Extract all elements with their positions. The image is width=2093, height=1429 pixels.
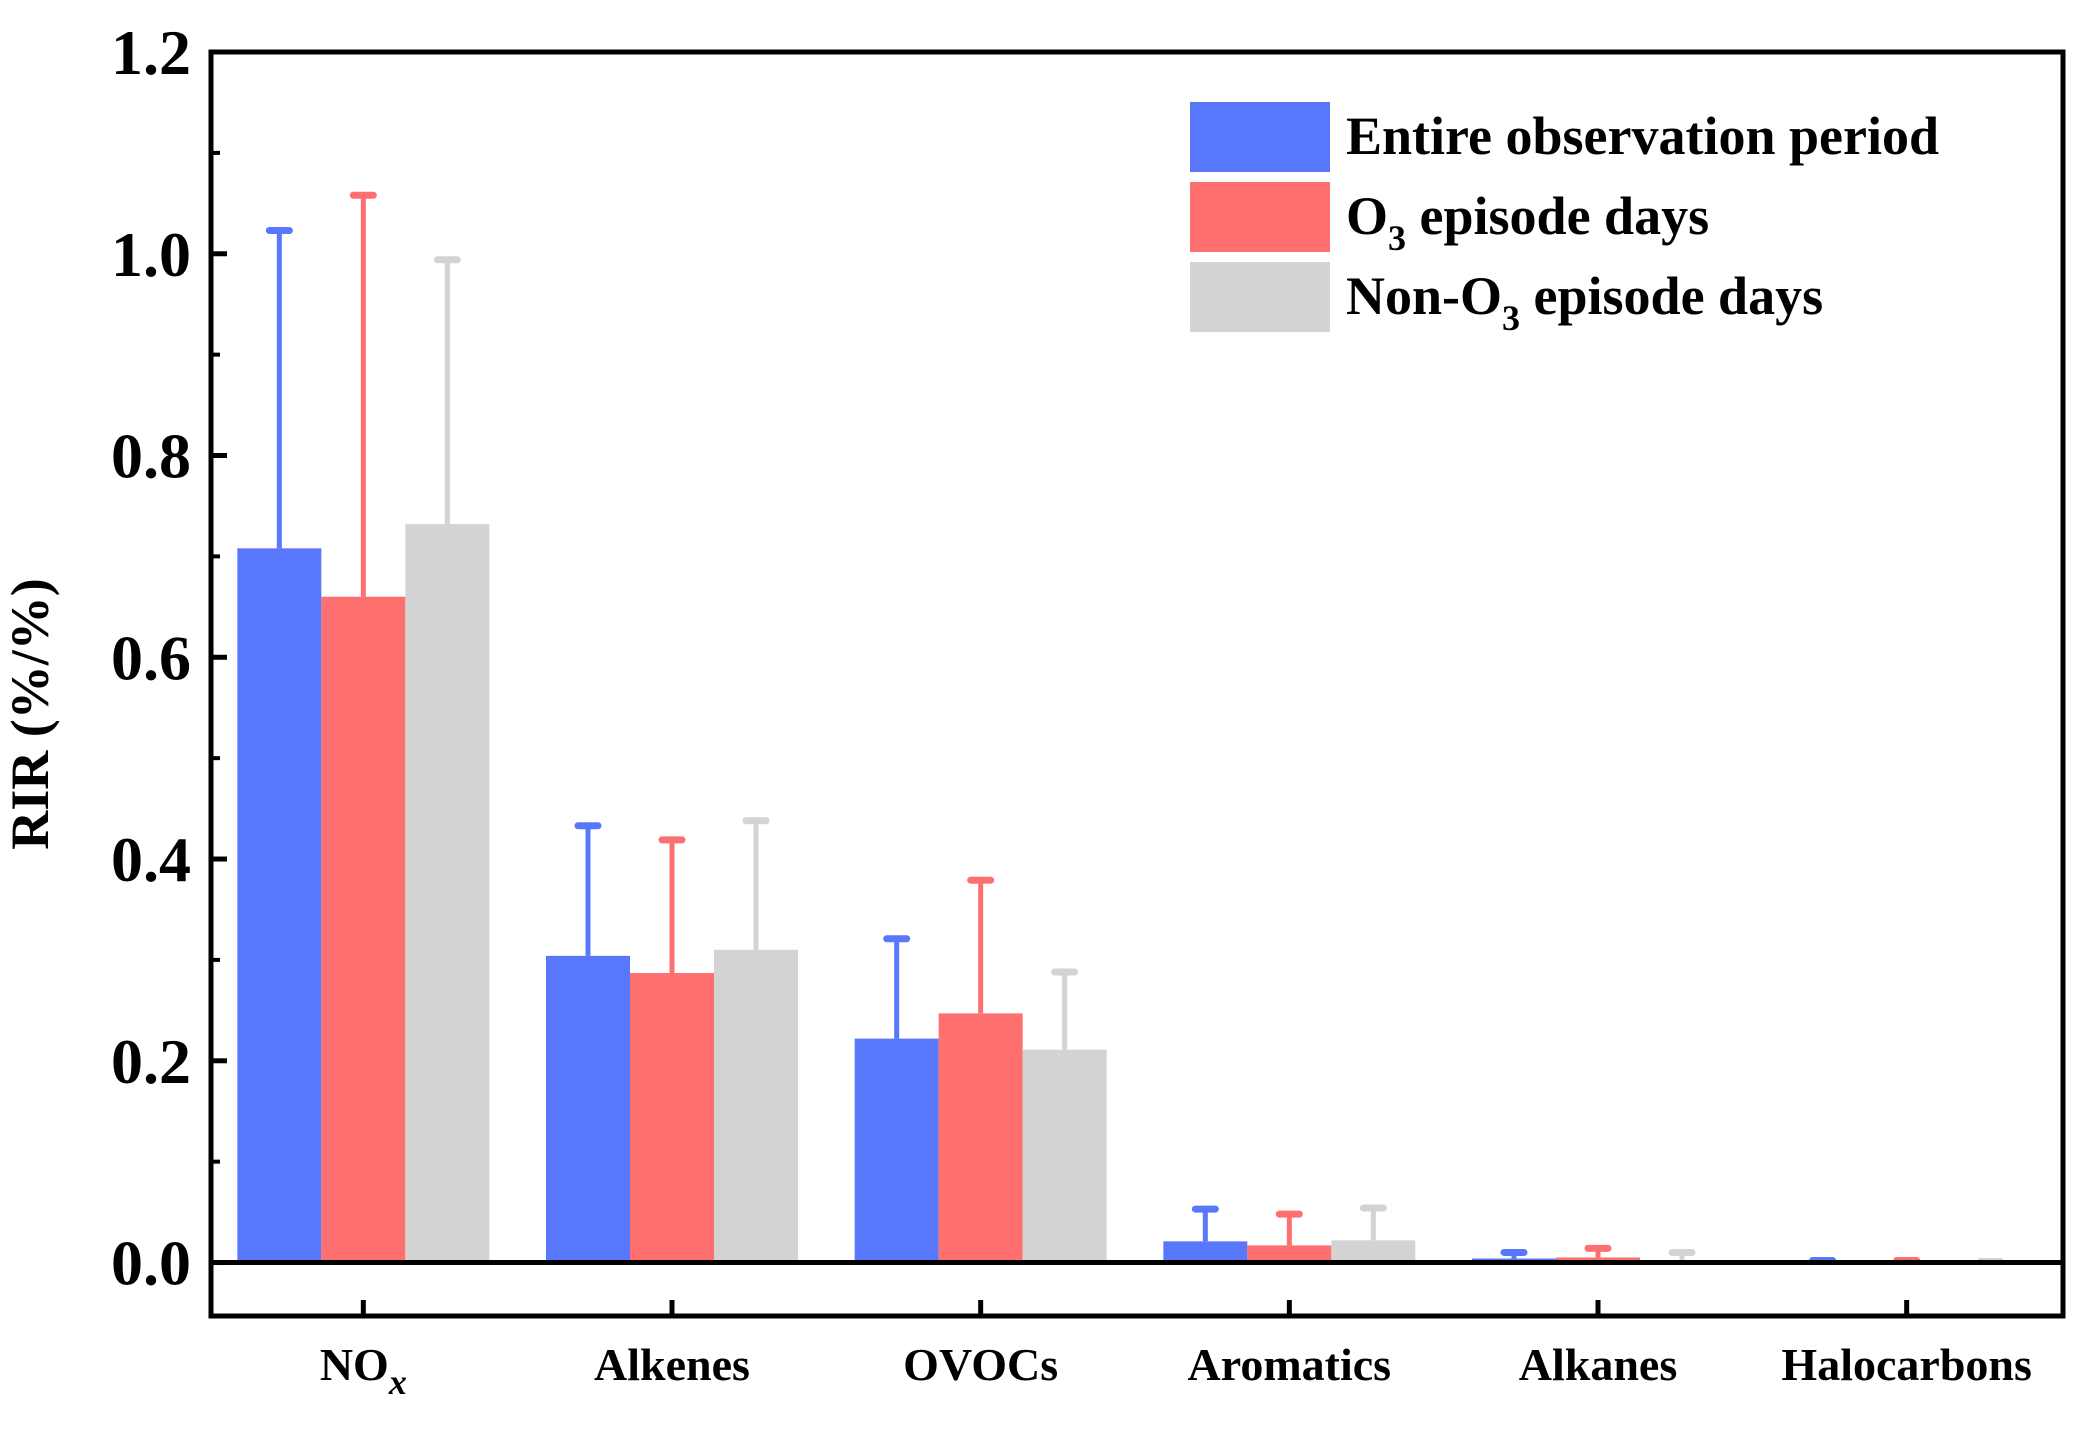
x-category-label: Alkenes bbox=[594, 1339, 750, 1390]
category-name: OVOCs bbox=[903, 1339, 1058, 1390]
bar bbox=[1331, 1240, 1416, 1263]
bar bbox=[321, 596, 406, 1263]
legend-subscript: 3 bbox=[1502, 298, 1520, 338]
x-category-label: Aromatics bbox=[1188, 1339, 1392, 1390]
legend-swatch bbox=[1190, 102, 1330, 172]
bar bbox=[1022, 1049, 1107, 1263]
y-tick-label: 0.0 bbox=[111, 1228, 191, 1299]
category-name: Alkanes bbox=[1519, 1339, 1677, 1390]
bar bbox=[237, 548, 322, 1263]
bar bbox=[630, 973, 714, 1263]
legend-text: Entire observation period bbox=[1346, 106, 1939, 166]
x-category-label: Alkanes bbox=[1519, 1339, 1677, 1390]
y-tick-label: 1.2 bbox=[111, 17, 191, 88]
legend-text-suffix: episode days bbox=[1406, 186, 1709, 246]
category-name: Halocarbons bbox=[1781, 1339, 2031, 1390]
y-axis: 0.0 0.2 0.4 0.6 0.8 1.0 1.2 bbox=[111, 17, 227, 1299]
bar bbox=[546, 955, 630, 1263]
y-tick-label: 0.6 bbox=[111, 622, 191, 693]
category-name: Alkenes bbox=[594, 1339, 750, 1390]
bar bbox=[1247, 1245, 1332, 1263]
x-category-label: OVOCs bbox=[903, 1339, 1058, 1390]
legend-label: Non-O3 episode days bbox=[1346, 266, 1823, 338]
y-tick-label: 1.0 bbox=[111, 219, 191, 290]
x-axis: NOx Alkenes OVOCs Aromatics Alkanes Halocarbo… bbox=[320, 1300, 2032, 1402]
y-tick-label: 0.4 bbox=[111, 824, 191, 895]
bar bbox=[714, 949, 798, 1263]
bars-layer bbox=[237, 524, 2033, 1264]
legend-label: O3 episode days bbox=[1346, 186, 1709, 258]
category-name: NO bbox=[320, 1339, 389, 1390]
category-subscript: x bbox=[388, 1362, 407, 1402]
x-category-label: NOx bbox=[320, 1339, 407, 1402]
error-bars-layer bbox=[265, 191, 2005, 1266]
bar bbox=[405, 524, 490, 1263]
legend-label: Entire observation period bbox=[1346, 106, 1939, 166]
plot-frame bbox=[208, 49, 2066, 1319]
legend-text-suffix: episode days bbox=[1520, 266, 1823, 326]
bar bbox=[1163, 1241, 1248, 1263]
legend-text: Non-O bbox=[1346, 266, 1502, 326]
y-axis-title: RIR (%/%) bbox=[0, 578, 60, 849]
legend-text: O bbox=[1346, 186, 1388, 246]
bar bbox=[854, 1038, 939, 1263]
legend-subscript: 3 bbox=[1388, 218, 1406, 258]
category-name: Aromatics bbox=[1188, 1339, 1392, 1390]
y-tick-label: 0.2 bbox=[111, 1026, 191, 1097]
bar bbox=[938, 1013, 1023, 1263]
x-category-label: Halocarbons bbox=[1781, 1339, 2031, 1390]
bar bbox=[1556, 1257, 1640, 1263]
legend-swatch bbox=[1190, 182, 1330, 252]
y-tick-label: 0.8 bbox=[111, 421, 191, 492]
legend-swatch bbox=[1190, 262, 1330, 332]
